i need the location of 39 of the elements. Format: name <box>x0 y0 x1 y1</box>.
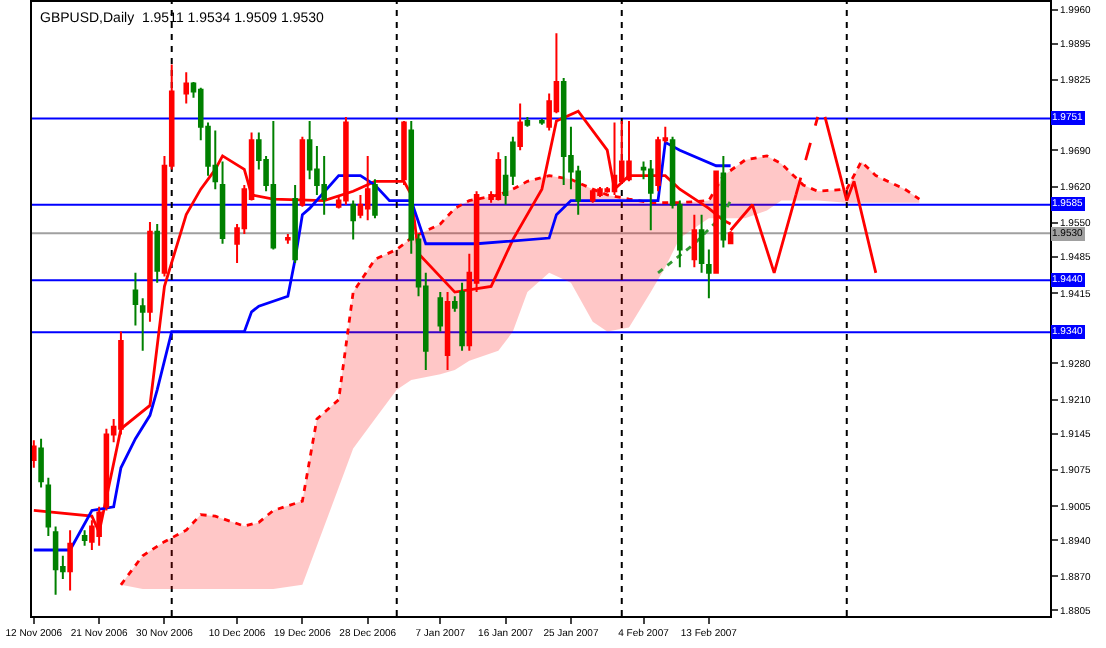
candlestick <box>32 439 37 469</box>
candlestick <box>285 232 291 245</box>
candlestick <box>52 525 59 596</box>
candlestick <box>372 178 378 220</box>
line-series <box>656 199 733 275</box>
candlestick <box>437 291 444 333</box>
candlestick <box>364 154 371 222</box>
candlestick <box>626 120 632 183</box>
candlestick <box>183 71 190 105</box>
candlestick <box>720 154 727 249</box>
candlestick <box>401 120 407 186</box>
candlestick <box>539 117 545 126</box>
candlestick <box>691 213 698 269</box>
candlestick <box>147 220 153 323</box>
candlestick <box>118 330 124 436</box>
candlestick <box>655 135 661 193</box>
candlestick <box>713 170 719 274</box>
candlestick <box>597 186 603 198</box>
candlestick <box>321 154 327 216</box>
candlestick <box>444 291 451 372</box>
candlestick <box>350 199 356 241</box>
candlestick <box>212 129 219 191</box>
candlestick <box>139 297 146 352</box>
candlestick <box>270 120 277 251</box>
candlestick <box>648 159 654 232</box>
candlestick <box>524 115 531 128</box>
candlestick <box>343 115 349 206</box>
candlestick <box>292 184 298 264</box>
candlestick <box>67 529 73 592</box>
candlestick <box>219 160 226 245</box>
candlestick <box>132 271 139 327</box>
candlestick <box>299 135 306 208</box>
candlestick <box>560 76 567 186</box>
candlestick <box>459 281 465 352</box>
candlestick <box>81 529 88 547</box>
candlestick <box>103 427 110 512</box>
candlestick <box>517 102 523 152</box>
candlestick <box>154 223 160 284</box>
candlestick <box>589 188 596 204</box>
